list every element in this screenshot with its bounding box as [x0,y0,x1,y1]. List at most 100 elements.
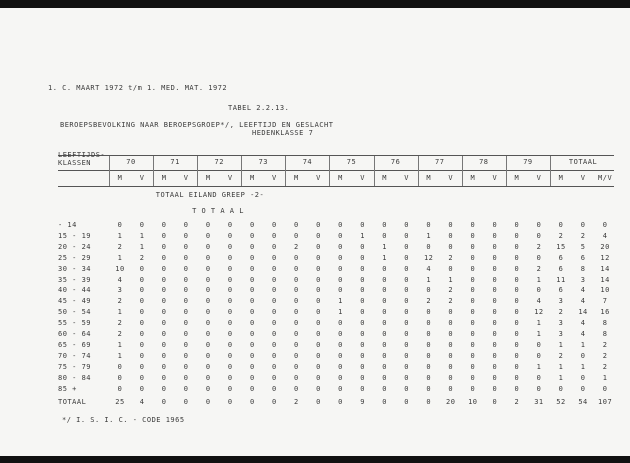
cell: 0 [492,319,498,328]
cell: 2 [117,330,123,338]
sex-header: M [514,174,520,182]
sex-header: M [558,174,564,182]
cell: 0 [316,373,321,382]
sex-header: V [404,174,409,182]
cell: 0 [382,275,387,284]
cell: 2 [448,286,454,295]
group-header: 70 [126,158,136,166]
cell: 0 [316,221,321,229]
cell: 0 [404,362,409,371]
cell: 0 [382,384,387,393]
cell: 0 [183,264,189,273]
cell: 0 [183,221,189,229]
cell: 0 [316,351,321,360]
cell: 6 [558,286,564,295]
cell: 0 [338,242,343,251]
cell: 0 [382,362,387,371]
cell: 0 [183,275,189,284]
cell: 0 [139,319,145,328]
cell: 1 [536,362,542,371]
cell: 0 [404,286,409,295]
cell: 5 [580,242,586,251]
cell: 0 [536,351,542,360]
cell: 0 [514,308,520,317]
sex-header: V [360,174,365,182]
cell: 25 [115,398,125,406]
cell: 0 [426,242,432,251]
cell: 0 [338,362,343,371]
cell: 0 [470,340,476,349]
cell: 0 [161,221,167,229]
cell: 0 [316,275,321,284]
sex-header: M [426,174,432,182]
cell: 0 [271,221,277,229]
cell: 0 [580,221,586,229]
cell: 0 [271,264,277,273]
cell: 0 [404,330,409,338]
cell: 0 [338,231,343,240]
cell: 0 [161,275,167,284]
cell: 0 [316,330,321,338]
cell: 0 [249,373,255,382]
cell: 0 [183,340,189,349]
cell: 0 [404,275,409,284]
row-label: 85 + [58,384,77,393]
cell: 4 [139,398,145,406]
cell: 0 [316,308,321,317]
footnote: */ I. S. I. C. - CODE 1965 [62,416,185,424]
subsection-label: T O T A A L [192,207,244,215]
cell: 0 [139,297,145,306]
cell: 0 [249,384,255,393]
cell: 0 [492,264,498,273]
cell: 8 [602,330,608,338]
cell: 0 [294,362,299,371]
cell: 2 [602,340,608,349]
cell: 0 [205,351,211,360]
cell: 0 [161,231,167,240]
cell: 0 [271,384,277,393]
cell: 0 [360,351,365,360]
cell: 0 [183,297,189,306]
cell: 0 [139,275,145,284]
cell: 0 [316,319,321,328]
cell: 1 [338,297,343,306]
cell: 10 [115,264,125,273]
cell: 0 [536,286,542,295]
cell: 11 [556,275,566,284]
section-label: TOTAAL EILAND GREEP -2- [155,191,265,199]
cell: 2 [536,242,542,251]
cell: 0 [227,330,233,338]
cell: 0 [338,351,343,360]
cell: 0 [183,286,189,295]
cell: 0 [426,221,432,229]
cell: 0 [139,308,145,317]
cell: 0 [117,384,123,393]
cell: 0 [448,221,454,229]
cell: 0 [294,330,299,338]
cell: 0 [205,362,211,371]
cell: 0 [470,351,476,360]
cell: 0 [382,373,387,382]
cell: 0 [426,319,432,328]
cell: 3 [117,286,123,295]
cell: 0 [117,221,123,229]
rule [58,155,614,156]
cell: 0 [514,242,520,251]
cell: 0 [404,384,409,393]
cell: 0 [360,264,365,273]
rule [58,170,614,171]
cell: 1 [558,362,564,371]
cell: 0 [294,297,299,306]
cell: 2 [558,351,564,360]
cell: 0 [183,231,189,240]
cell: 0 [249,297,255,306]
cell: 0 [205,221,211,229]
cell: 0 [338,264,343,273]
cell: 0 [271,275,277,284]
cell: 4 [580,286,586,295]
cell: 0 [492,330,498,338]
cell: 0 [294,264,299,273]
cell: 1 [448,275,454,284]
cell: 0 [205,231,211,240]
cell: 0 [338,275,343,284]
